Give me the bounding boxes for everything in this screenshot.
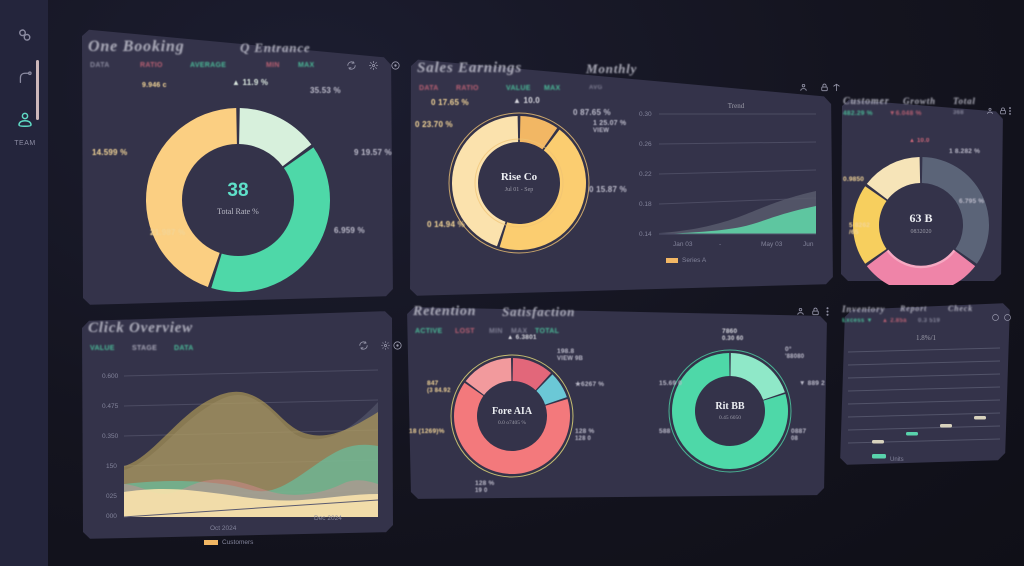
- svg-text:0832020: 0832020: [911, 229, 932, 235]
- svg-text:-: -: [719, 241, 721, 248]
- svg-text:0.350: 0.350: [102, 433, 119, 440]
- svg-text:Customers: Customers: [222, 539, 254, 546]
- svg-text:0.30: 0.30: [639, 111, 652, 118]
- svg-text:000: 000: [106, 513, 117, 520]
- svg-text:0.18: 0.18: [639, 201, 652, 208]
- svg-text:0.26: 0.26: [639, 141, 652, 148]
- svg-text:Oct 2024: Oct 2024: [210, 525, 237, 532]
- svg-text:0.600: 0.600: [102, 373, 119, 380]
- svg-text:1.8%/1: 1.8%/1: [916, 334, 937, 342]
- svg-text:0.45 6050: 0.45 6050: [719, 415, 741, 421]
- svg-text:Dec 2024: Dec 2024: [314, 515, 342, 522]
- svg-text:Units: Units: [890, 457, 904, 463]
- svg-text:025: 025: [106, 493, 117, 500]
- svg-text:Jan 03: Jan 03: [673, 241, 693, 248]
- svg-text:Rit BB: Rit BB: [715, 401, 745, 412]
- svg-text:Jun: Jun: [803, 241, 814, 248]
- svg-text:May 03: May 03: [761, 241, 783, 248]
- svg-text:63 B: 63 B: [909, 211, 932, 225]
- svg-text:38: 38: [227, 180, 248, 201]
- svg-text:Trend: Trend: [728, 102, 745, 110]
- svg-text:0.475: 0.475: [102, 403, 119, 410]
- svg-text:0.22: 0.22: [639, 171, 652, 178]
- svg-text:Series A: Series A: [682, 257, 707, 264]
- svg-text:150: 150: [106, 463, 117, 470]
- svg-text:0.14: 0.14: [639, 231, 652, 238]
- svg-text:Total Rate %: Total Rate %: [217, 207, 259, 216]
